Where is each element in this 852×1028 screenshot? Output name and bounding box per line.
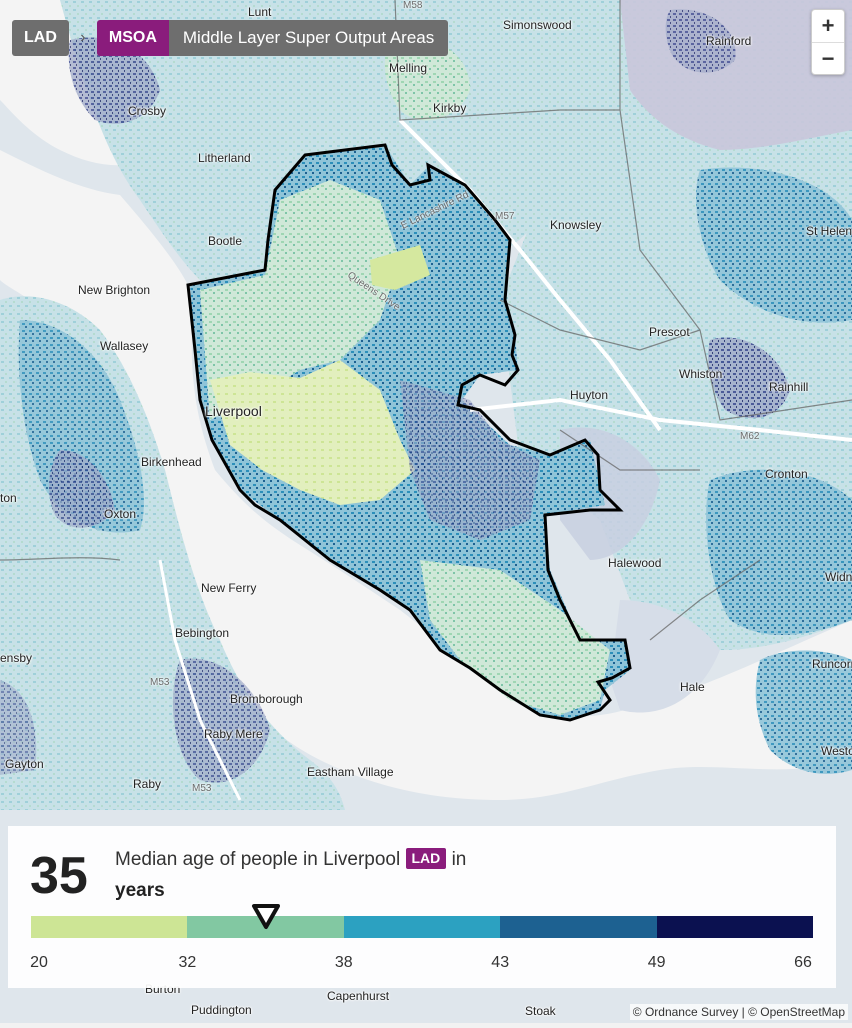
place-label: Huyton (570, 388, 609, 402)
breadcrumb-level-description: Middle Layer Super Output Areas (168, 20, 449, 56)
zoom-out-button[interactable]: − (812, 42, 844, 75)
color-scale-segment (656, 916, 813, 938)
place-label: Melling (389, 61, 428, 75)
place-label: ensby (0, 651, 33, 665)
runcorn-blue (755, 650, 852, 774)
place-label: Capenhurst (327, 989, 390, 1003)
place-label: Widn (825, 570, 852, 584)
place-label: Lunt (248, 5, 272, 19)
color-scale-segment (31, 916, 188, 938)
road-label: M58 (403, 0, 423, 11)
breadcrumb: LAD › MSOA Middle Layer Super Output Are… (12, 20, 449, 56)
zoom-in-button[interactable]: + (821, 13, 835, 38)
breadcrumb-msoa-badge[interactable]: MSOA (96, 20, 169, 56)
color-scale-tick-label: 49 (647, 954, 666, 971)
road-label: M53 (150, 677, 170, 688)
place-label: Bebington (175, 626, 230, 640)
chevron-right-icon: › (80, 29, 86, 46)
legend-description-prefix: Median age of people in Liverpool (115, 849, 401, 870)
place-label: Bromborough (230, 692, 303, 706)
liverpool-park-yellow (370, 245, 430, 290)
wirral-navy (48, 450, 115, 528)
place-label: Whiston (679, 367, 723, 381)
place-label: Hale (680, 680, 705, 694)
value-marker-icon (251, 904, 280, 929)
legend-unit: years (115, 880, 165, 901)
wirral-south-navy (172, 658, 270, 783)
place-label: Wallasey (100, 339, 149, 353)
liverpool-navy-east (400, 380, 540, 540)
m62-road (469, 397, 852, 442)
sthelens-blue (696, 167, 852, 323)
place-label: Kirkby (433, 101, 467, 115)
color-scale-tick-label: 43 (491, 954, 510, 971)
legend-description: Median age of people in Liverpool LAD in… (115, 844, 815, 906)
place-label: Rainford (706, 34, 752, 48)
liverpool-selected-boundary[interactable] (186, 143, 632, 722)
legend-description-suffix: in (451, 849, 467, 870)
place-label: Crosby (128, 104, 167, 118)
road-label: M57 (495, 211, 515, 222)
liverpool-centre (210, 360, 415, 505)
color-scale-tick-label: 38 (334, 954, 353, 971)
color-scale-segment (500, 916, 657, 938)
color-scale-tick-label: 66 (794, 954, 812, 971)
lad-badge: LAD (405, 848, 447, 869)
place-label: Oxton (104, 507, 137, 521)
rainford-navy (665, 9, 736, 73)
place-label: Cronton (765, 467, 808, 481)
zoom-control: + − (811, 9, 845, 75)
place-label-liverpool: Liverpool (205, 403, 262, 419)
place-label: Runcorn (812, 657, 852, 671)
color-scale (31, 916, 813, 938)
place-label: Litherland (198, 151, 251, 165)
place-label: Rainhill (769, 380, 809, 394)
place-label: St Helens (806, 224, 852, 238)
liverpool-south-green (420, 560, 610, 715)
crosby-navy (68, 37, 160, 124)
place-label: Eastham Village (307, 765, 394, 779)
breadcrumb-lad-button[interactable]: LAD (12, 20, 69, 56)
place-label: Raby (133, 777, 162, 791)
m53-road (158, 559, 242, 801)
district-boundaries (0, 0, 852, 641)
wirral-west (0, 680, 37, 775)
color-scale-tick-label: 20 (30, 954, 48, 971)
median-value: 35 (30, 847, 88, 905)
place-label: New Ferry (201, 581, 257, 595)
place-label: Simonswood (503, 18, 572, 32)
place-label: Bootle (208, 234, 243, 248)
road-label: M53 (192, 783, 212, 794)
place-label: Puddington (191, 1003, 252, 1017)
place-label: New Brighton (78, 283, 151, 297)
place-label: Birkenhead (141, 455, 202, 469)
widnes-blue (706, 469, 852, 635)
place-label: Raby Mere (204, 727, 263, 741)
place-label: Halewood (608, 556, 662, 570)
kirkby-green (384, 37, 470, 121)
place-label: Gayton (5, 757, 44, 771)
place-label: Stoak (525, 1004, 556, 1018)
liverpool-green (200, 180, 400, 420)
hale-land (610, 600, 720, 713)
legend-panel: 35 Median age of people in Liverpool LAD… (8, 826, 836, 988)
place-label: ton (0, 491, 17, 505)
m57-road (398, 118, 662, 432)
place-label: Westo (821, 744, 852, 758)
color-scale-tick-label: 32 (178, 954, 197, 971)
place-label: Knowsley (550, 218, 602, 232)
road-label: M62 (740, 431, 760, 442)
map-attribution[interactable]: © Ordnance Survey | © OpenStreetMap (629, 1004, 848, 1020)
color-scale-segment (343, 916, 501, 938)
place-label: Prescot (649, 325, 690, 339)
rainhill-navy (708, 337, 790, 419)
